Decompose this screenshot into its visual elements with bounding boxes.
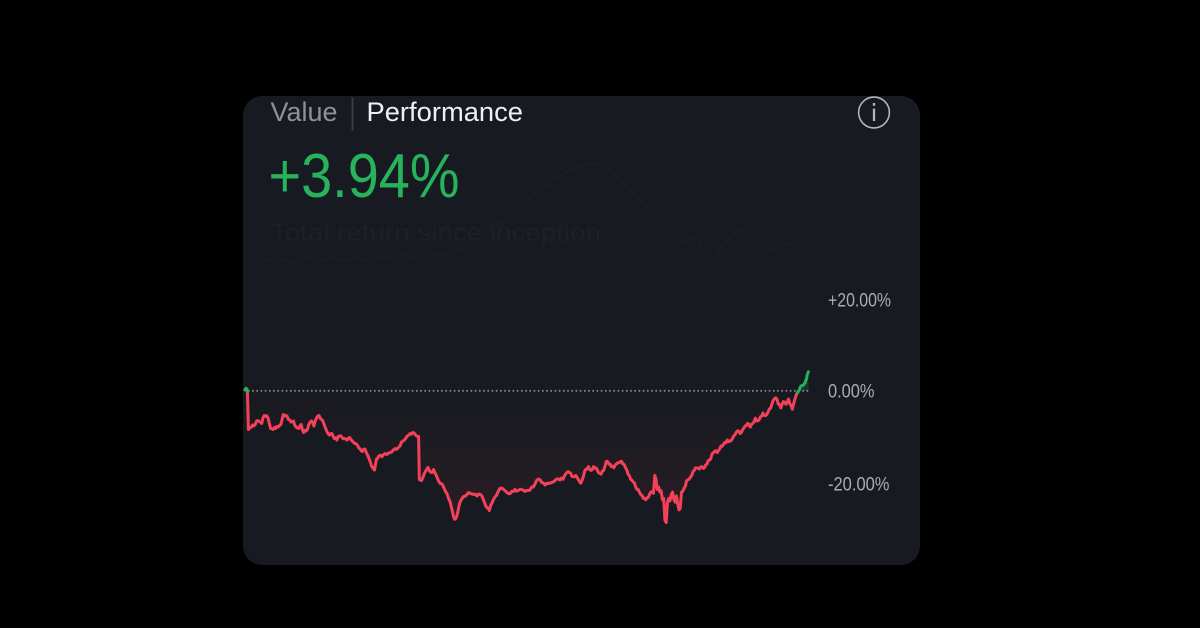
svg-text:+20.00%: +20.00% bbox=[828, 290, 891, 311]
svg-text:Total return since inception: Total return since inception bbox=[271, 219, 601, 247]
svg-text:+3.94%: +3.94% bbox=[269, 142, 460, 211]
svg-text:Value: Value bbox=[271, 97, 338, 127]
svg-text:-20.00%: -20.00% bbox=[828, 474, 890, 495]
svg-text:Performance: Performance bbox=[367, 97, 524, 127]
svg-text:0.00%: 0.00% bbox=[828, 382, 875, 403]
